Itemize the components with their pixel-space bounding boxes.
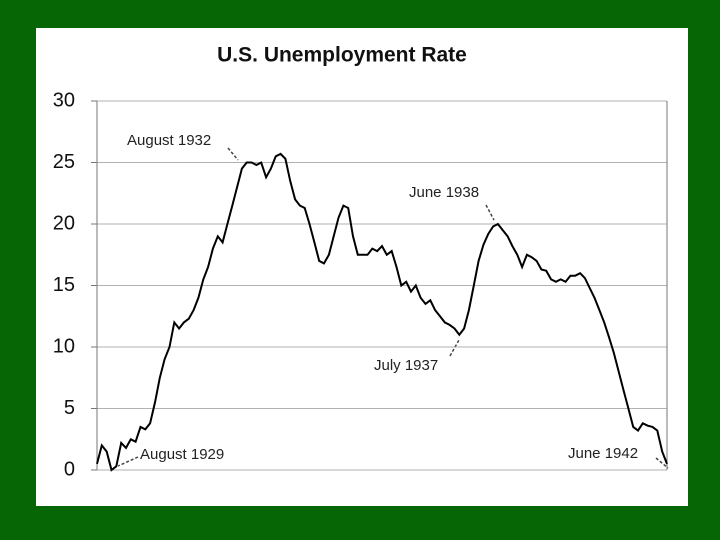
chart-title: U.S. Unemployment Rate (217, 44, 467, 67)
arrow (655, 457, 669, 469)
y-tick-label: 25 (53, 151, 75, 173)
annotation: June 1938 (409, 184, 479, 201)
annotation-arrows (117, 147, 669, 469)
y-tick-label: 0 (64, 458, 75, 480)
y-tick-label: 5 (64, 397, 75, 419)
annotation: July 1937 (374, 357, 438, 374)
arrow (485, 204, 495, 221)
panel (36, 28, 688, 506)
arrow (227, 147, 239, 161)
arrow (117, 456, 139, 467)
y-tick-label: 15 (53, 274, 75, 296)
annotation: June 1942 (568, 445, 638, 462)
annotation: August 1929 (140, 446, 224, 463)
annotation: August 1932 (127, 132, 211, 149)
line (96, 152, 668, 472)
y-tick-label: 30 (53, 89, 75, 111)
arrow (449, 339, 460, 357)
y-tick-label: 10 (53, 335, 75, 357)
y-tick-label: 20 (53, 212, 75, 234)
